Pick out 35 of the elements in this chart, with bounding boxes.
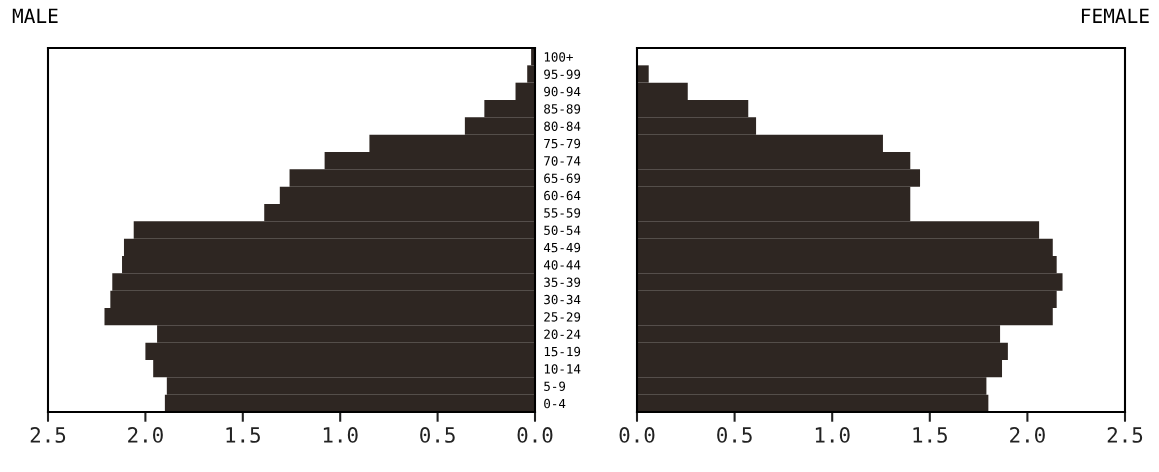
y-tick-label: 5-9 [544, 381, 566, 391]
y-tick-label: 100+ [544, 52, 573, 62]
y-tick-label: 70-74 [544, 156, 581, 166]
y-tick-label: 0-4 [544, 398, 566, 409]
y-tick-label: 15-19 [544, 346, 581, 357]
chart-title: MALE [12, 8, 58, 23]
y-tick-label: 35-39 [544, 277, 581, 287]
x-tick-label: 1.5 [226, 427, 260, 443]
y-tick-label: 55-59 [544, 208, 581, 218]
y-tick-label: 30-34 [544, 294, 581, 305]
y-tick-label: 80-84 [544, 121, 581, 131]
y-tick-label: 75-79 [544, 138, 581, 149]
x-tick-label: 0.5 [717, 427, 752, 443]
x-tick-label: 2.5 [30, 427, 66, 443]
y-tick-label: 45-49 [543, 242, 581, 253]
y-tick-label: 90-94 [544, 86, 581, 97]
x-tick-label: 0.5 [420, 427, 455, 443]
x-tick-label: 2.5 [1107, 427, 1143, 443]
x-tick-label: 2.0 [1010, 427, 1045, 443]
x-tick-label: 2.0 [128, 427, 163, 443]
y-tick-label: 85-89 [544, 104, 581, 114]
x-tick-label: 1.5 [913, 427, 947, 443]
x-tick-label: 1.0 [815, 427, 850, 443]
x-tick-label: 0.0 [517, 427, 553, 443]
x-tick-label: 1.0 [323, 427, 358, 443]
y-tick-label: 10-14 [544, 364, 581, 374]
x-tick-label: 0.0 [619, 427, 655, 443]
y-tick-label: 40-44 [543, 260, 581, 270]
y-tick-label: 25-29 [544, 312, 581, 322]
y-tick-label: 65-69 [544, 173, 581, 183]
chart-title: FEMALE [1081, 8, 1149, 23]
y-tick-label: 50-54 [544, 225, 581, 235]
y-tick-label: 60-64 [544, 190, 581, 201]
y-tick-label: 95-99 [544, 69, 581, 79]
y-tick-label: 20-24 [544, 329, 581, 339]
